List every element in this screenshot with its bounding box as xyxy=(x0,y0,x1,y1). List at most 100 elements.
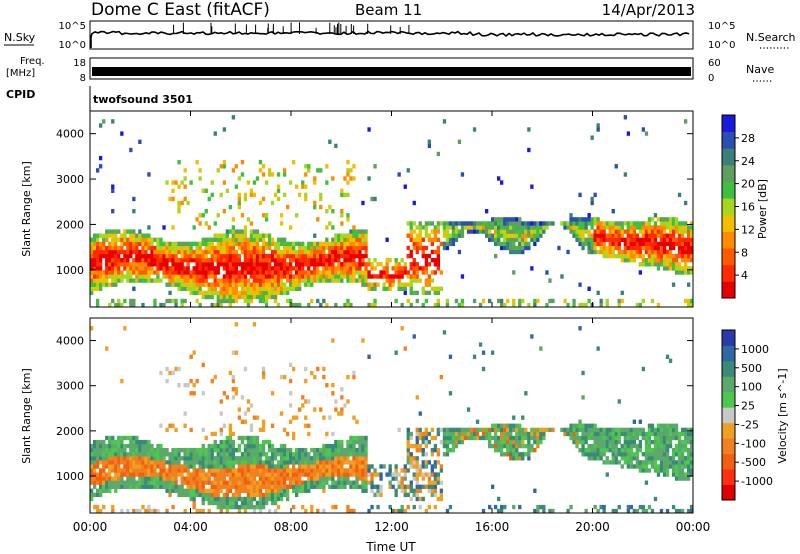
heatmap-cell xyxy=(536,444,539,448)
heatmap-cell xyxy=(102,444,105,448)
heatmap-cell xyxy=(497,444,500,448)
heatmap-cell xyxy=(301,274,304,278)
cpid-panel: CPID twofsound 3501 xyxy=(6,86,193,111)
heatmap-cell xyxy=(241,452,244,456)
heatmap-cell xyxy=(386,274,389,278)
heatmap-cell xyxy=(434,485,437,489)
heatmap-cell xyxy=(343,258,346,262)
heatmap-cell xyxy=(364,250,367,254)
heatmap-cell xyxy=(678,250,681,254)
heatmap-cell xyxy=(247,476,250,480)
heatmap-cell xyxy=(349,270,352,274)
heatmap-cell xyxy=(349,229,352,233)
heatmap-cell xyxy=(621,250,624,254)
heatmap-cell xyxy=(572,428,575,432)
heatmap-cell xyxy=(518,246,521,250)
heatmap-cell xyxy=(615,432,618,436)
heatmap-cell xyxy=(241,456,244,460)
heatmap-cell xyxy=(416,266,419,270)
heatmap-cell xyxy=(235,387,238,391)
heatmap-cell xyxy=(404,468,407,472)
heatmap-cell xyxy=(392,274,395,278)
heatmap-cell xyxy=(304,472,307,476)
heatmap-cell xyxy=(177,485,180,489)
heatmap-cell xyxy=(615,225,618,229)
heatmap-cell xyxy=(241,283,244,287)
heatmap-cell xyxy=(253,287,256,291)
heatmap-cell xyxy=(132,270,135,274)
heatmap-cell xyxy=(280,375,283,379)
heatmap-cell xyxy=(533,432,536,436)
heatmap-cell xyxy=(190,254,193,258)
heatmap-cell xyxy=(443,452,446,456)
heatmap-cell xyxy=(597,250,600,254)
heatmap-cell xyxy=(428,489,431,493)
heatmap-cell xyxy=(675,428,678,432)
heatmap-cell xyxy=(666,452,669,456)
heatmap-cell xyxy=(211,489,214,493)
heatmap-cell xyxy=(340,250,343,254)
heatmap-cell xyxy=(150,485,153,489)
heatmap-cell xyxy=(196,468,199,472)
heatmap-cell xyxy=(404,270,407,274)
heatmap-cell xyxy=(238,246,241,250)
heatmap-cell xyxy=(630,258,633,262)
heatmap-cell xyxy=(108,485,111,489)
heatmap-cell xyxy=(174,250,177,254)
heatmap-cell xyxy=(328,452,331,456)
heatmap-cell xyxy=(645,246,648,250)
heatmap-cell xyxy=(129,456,132,460)
heatmap-cell xyxy=(313,266,316,270)
heatmap-cell xyxy=(150,270,153,274)
heatmap-cell xyxy=(111,185,114,189)
heatmap-cell xyxy=(156,238,159,242)
heatmap-cell xyxy=(280,456,283,460)
heatmap-cell xyxy=(111,258,114,262)
heatmap-cell xyxy=(678,476,681,480)
heatmap-cell xyxy=(569,436,572,440)
heatmap-cell xyxy=(536,238,539,242)
heatmap-cell xyxy=(681,456,684,460)
heatmap-cell xyxy=(358,485,361,489)
heatmap-cell xyxy=(223,424,226,428)
heatmap-cell xyxy=(566,432,569,436)
heatmap-cell xyxy=(370,485,373,489)
heatmap-cell xyxy=(379,489,382,493)
heatmap-cell xyxy=(627,221,630,225)
heatmap-cell xyxy=(624,238,627,242)
heatmap-cell xyxy=(672,456,675,460)
heatmap-cell xyxy=(666,444,669,448)
heatmap-cell xyxy=(205,493,208,497)
heatmap-cell xyxy=(277,197,280,201)
heatmap-cell xyxy=(196,481,199,485)
heatmap-cell xyxy=(618,399,621,403)
heatmap-cell xyxy=(310,476,313,480)
heatmap-cell xyxy=(419,489,422,493)
heatmap-cell xyxy=(256,452,259,456)
heatmap-cell xyxy=(503,440,506,444)
heatmap-cell xyxy=(358,262,361,266)
heatmap-cell xyxy=(289,287,292,291)
heatmap-cell xyxy=(232,468,235,472)
heatmap-cell xyxy=(271,448,274,452)
heatmap-cell xyxy=(138,266,141,270)
heatmap-cell xyxy=(268,291,271,295)
heatmap-cell xyxy=(455,221,458,225)
heatmap-cell xyxy=(407,299,410,303)
heatmap-cell xyxy=(265,234,268,238)
heatmap-cell xyxy=(280,489,283,493)
heatmap-cell xyxy=(319,168,322,172)
heatmap-cell xyxy=(416,481,419,485)
heatmap-cell xyxy=(123,481,126,485)
xaxis-tick-label: 20:00 xyxy=(575,520,610,534)
heatmap-cell xyxy=(512,444,515,448)
heatmap-cell xyxy=(654,213,657,217)
heatmap-cell xyxy=(684,444,687,448)
heatmap-cell xyxy=(286,266,289,270)
heatmap-cell xyxy=(292,436,295,440)
heatmap-cell xyxy=(253,489,256,493)
heatmap-cell xyxy=(265,254,268,258)
heatmap-cell xyxy=(340,221,343,225)
heatmap-cell xyxy=(536,299,539,303)
heatmap-cell xyxy=(171,278,174,282)
